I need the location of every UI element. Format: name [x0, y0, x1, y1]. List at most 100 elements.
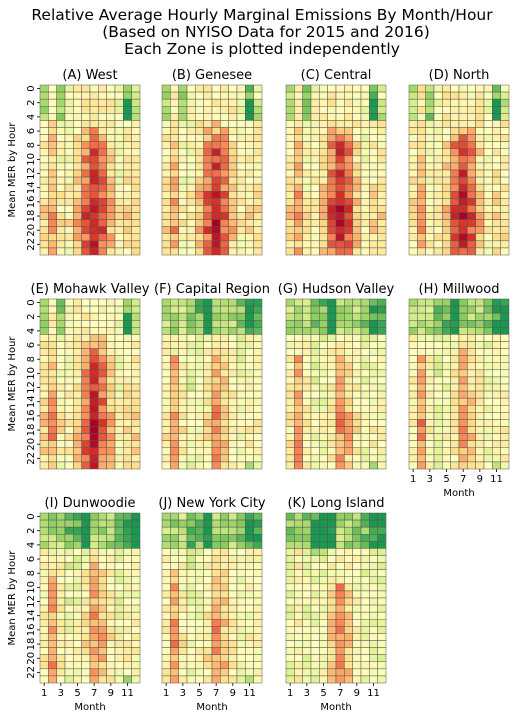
heatmap-cell: [408, 191, 418, 199]
y-tick-label: 8: [26, 142, 37, 148]
heatmap-cell: [48, 526, 57, 535]
heatmap-cell: [123, 127, 132, 135]
heatmap-cell: [161, 198, 171, 206]
heatmap-cell: [442, 348, 451, 356]
heatmap-cell: [319, 212, 328, 220]
heatmap-cell: [203, 176, 213, 185]
y-tick-label: 22: [26, 238, 37, 251]
heatmap-cell: [344, 205, 353, 213]
heatmap-cell: [344, 454, 353, 463]
heatmap-cell: [467, 298, 476, 307]
heatmap-cell: [203, 562, 213, 570]
heatmap-cell: [236, 106, 246, 114]
heatmap-cell: [203, 647, 213, 655]
heatmap-cell: [319, 134, 328, 142]
heatmap-cell: [319, 541, 328, 549]
heatmap-cell: [500, 412, 510, 420]
heatmap-cell: [131, 298, 141, 307]
heatmap-cell: [170, 312, 179, 321]
heatmap-cell: [81, 320, 91, 328]
heatmap-cell: [186, 327, 196, 335]
heatmap-cell: [73, 519, 82, 528]
heatmap-cell: [56, 362, 66, 371]
y-tick-label: 22: [26, 452, 37, 465]
heatmap-cell: [170, 127, 179, 135]
heatmap-cell: [98, 519, 107, 528]
heatmap-cell: [123, 176, 132, 185]
heatmap-cell: [253, 461, 263, 470]
x-tick-label: 3: [180, 688, 186, 699]
heatmap-cell: [294, 626, 303, 634]
heatmap-cell: [186, 320, 196, 328]
heatmap-cell: [302, 555, 312, 563]
heatmap-cell: [433, 84, 443, 93]
heatmap-cell: [178, 134, 188, 142]
heatmap-cell: [327, 341, 337, 349]
heatmap-cell: [319, 583, 328, 592]
heatmap-cell: [319, 169, 328, 178]
heatmap-cell: [417, 247, 426, 256]
heatmap-cell: [458, 348, 468, 356]
heatmap-cell: [228, 134, 238, 142]
heatmap-cell: [335, 240, 345, 249]
heatmap-cell: [89, 334, 99, 342]
heatmap-cell: [245, 127, 254, 135]
heatmap-cell: [327, 247, 337, 256]
heatmap-cell: [458, 369, 468, 378]
heatmap-cell: [285, 355, 295, 364]
heatmap-cell: [327, 619, 337, 627]
heatmap-cell: [475, 219, 485, 227]
heatmap-cell: [170, 519, 179, 528]
heatmap-cell: [253, 369, 263, 378]
heatmap-cell: [178, 226, 188, 234]
heatmap-cell: [203, 390, 213, 399]
heatmap-cell: [500, 120, 510, 128]
heatmap-cell: [360, 383, 370, 392]
heatmap-cell: [352, 84, 362, 93]
heatmap-cell: [170, 675, 179, 684]
heatmap-cell: [98, 647, 107, 655]
heatmap-cell: [64, 219, 74, 227]
heatmap-cell: [369, 369, 378, 378]
heatmap-cell: [310, 183, 320, 192]
heatmap-cell: [39, 519, 49, 528]
heatmap-cell: [56, 155, 66, 164]
heatmap-cell: [344, 334, 353, 342]
heatmap-cell: [450, 376, 460, 385]
heatmap-cell: [408, 405, 418, 413]
heatmap-cell: [492, 148, 501, 157]
heatmap-cell: [186, 106, 196, 114]
heatmap-cell: [344, 240, 353, 249]
heatmap-cell: [236, 447, 246, 456]
heatmap-cell: [131, 348, 141, 356]
heatmap-cell: [161, 84, 171, 93]
heatmap-cell: [106, 555, 116, 563]
heatmap-cell: [492, 397, 501, 406]
heatmap-cell: [114, 576, 124, 585]
heatmap-cell: [492, 226, 501, 234]
heatmap-cell: [458, 176, 468, 185]
heatmap-cell: [228, 305, 238, 314]
heatmap-cell: [294, 376, 303, 385]
heatmap-cell: [319, 148, 328, 157]
y-tick-label: 4: [26, 542, 37, 548]
heatmap-cell: [228, 633, 238, 641]
heatmap-cell: [123, 390, 132, 399]
y-tick-label: 16: [26, 410, 37, 423]
heatmap-cell: [253, 383, 263, 392]
heatmap-cell: [310, 397, 320, 406]
heatmap-cell: [294, 113, 303, 121]
heatmap-cell: [211, 191, 221, 199]
heatmap-cell: [203, 98, 213, 107]
heatmap-cell: [245, 198, 254, 206]
y-tick-label: 18: [26, 638, 37, 651]
heatmap-cell: [48, 176, 57, 185]
heatmap-cell: [294, 84, 303, 93]
heatmap-cell: [98, 534, 107, 542]
heatmap-cell: [475, 98, 485, 107]
heatmap-cell: [236, 512, 246, 521]
heatmap-cell: [98, 334, 107, 342]
heatmap-cell: [228, 412, 238, 420]
